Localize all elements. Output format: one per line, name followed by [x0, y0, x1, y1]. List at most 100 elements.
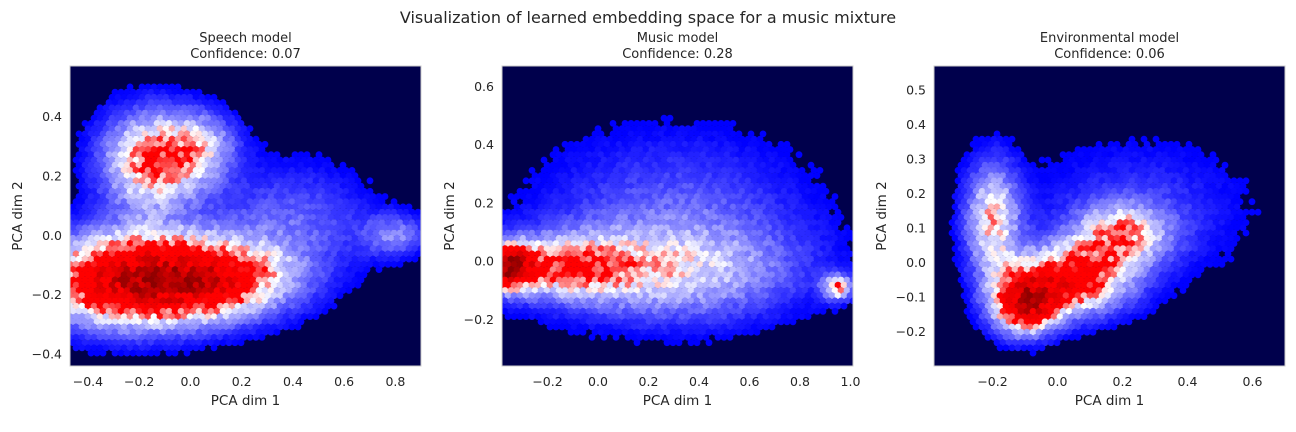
hexbin-cell — [651, 120, 659, 127]
hexbin-cell — [159, 130, 167, 138]
hexbin-cell — [336, 198, 344, 206]
hexbin-cell — [660, 187, 668, 195]
hexbin-cell — [1110, 177, 1118, 185]
hexbin-cell — [183, 349, 191, 357]
hexbin-cell — [690, 323, 698, 331]
hexbin-cell — [174, 167, 182, 174]
hexbin-cell — [81, 161, 89, 169]
hexbin-cell — [228, 208, 236, 216]
hexbin-cell — [204, 93, 212, 101]
hexbin-cell — [195, 328, 203, 336]
hexbin-cell — [1023, 224, 1031, 232]
hexbin-cell — [204, 208, 212, 216]
hexbin-cell — [612, 323, 620, 331]
hexbin-cell — [114, 93, 122, 101]
hexbin-cell — [294, 313, 302, 320]
hexbin-cell — [117, 193, 125, 200]
hexbin-cell — [1134, 156, 1142, 164]
hexbin-cell — [81, 255, 89, 263]
hexbin-cell — [213, 203, 221, 211]
hexbin-cell — [696, 146, 704, 153]
hexbin-cell — [381, 193, 389, 200]
hexbin-cell — [234, 281, 242, 289]
hexbin-cell — [687, 214, 695, 221]
hexbin-cell — [636, 219, 644, 227]
hexbin-cell — [201, 203, 209, 211]
hexbin-cell — [504, 292, 512, 300]
hexbin-cell — [642, 240, 650, 247]
hexbin-cell — [135, 151, 143, 159]
hexbin-cell — [1008, 198, 1016, 206]
hexbin-cell — [570, 302, 578, 310]
hexbin-cell — [502, 229, 506, 237]
hexbin-cell — [696, 135, 704, 143]
hexbin-cell — [1026, 177, 1034, 185]
hexbin-cell — [339, 193, 347, 200]
hexbin-cell — [1020, 198, 1028, 206]
hexbin-cell — [270, 250, 278, 258]
hexbin-cell — [381, 245, 389, 253]
hexbin-cell — [123, 307, 131, 315]
hexbin-cell — [828, 292, 836, 300]
hexbin-cell — [1104, 156, 1112, 164]
hexbin-cell — [819, 255, 827, 263]
hexbin-cell — [609, 193, 617, 200]
hexbin-cell — [303, 276, 311, 284]
hexbin-cell — [744, 281, 752, 289]
hexbin-cell — [669, 318, 677, 326]
hexbin-cell — [1080, 208, 1088, 216]
hexbin-cell — [1146, 156, 1154, 164]
hexbin-cell — [144, 83, 152, 91]
hexbin-cell — [183, 120, 191, 127]
hexbin-cell — [309, 255, 317, 263]
hexbin-cell — [618, 250, 626, 258]
hexbin-cell — [132, 135, 140, 143]
hexbin-cell — [120, 229, 128, 237]
hexbin-cell — [252, 229, 260, 237]
hexbin-cell — [123, 109, 131, 117]
hexbin-cell — [210, 261, 218, 268]
y-tick-label: 0.6 — [474, 79, 494, 94]
hexbin-cell — [843, 255, 851, 263]
hexbin-cell — [684, 177, 692, 185]
hexbin-cell — [240, 271, 248, 279]
hexbin-cell — [987, 172, 995, 180]
hexbin-cell — [252, 187, 260, 195]
hexbin-cell — [1023, 172, 1031, 180]
hexbin-cell — [96, 323, 104, 331]
hexbin-cell — [171, 224, 179, 232]
hexbin-cell — [291, 224, 299, 232]
hexbin-cell — [396, 219, 404, 227]
hexbin-cell — [639, 140, 647, 148]
hexbin-cell — [573, 214, 581, 221]
hexbin-cell — [1113, 193, 1121, 200]
hexbin-cell — [1086, 187, 1094, 195]
hexbin-cell — [144, 281, 152, 289]
hexbin-cell — [534, 219, 542, 227]
hexbin-cell — [294, 187, 302, 195]
hexbin-cell — [591, 245, 599, 253]
hexbin-cell — [240, 177, 248, 185]
hexbin-cell — [771, 307, 779, 315]
hexbin-cell — [714, 271, 722, 279]
hexbin-cell — [1047, 161, 1055, 169]
hexbin-cell — [990, 208, 998, 216]
hexbin-cell — [126, 177, 134, 185]
hexbin-cell — [969, 224, 977, 232]
hexbin-cell — [141, 328, 149, 336]
hexbin-cell — [717, 234, 725, 242]
hexbin-cell — [753, 245, 761, 253]
hexbin-cell — [324, 281, 332, 289]
hexbin-cell — [1101, 172, 1109, 180]
hexbin-cell — [543, 307, 551, 315]
hexbin-cell — [141, 224, 149, 232]
hexbin-cell — [663, 266, 671, 273]
hexbin-cell — [285, 214, 293, 221]
hexbin-cell — [156, 125, 164, 132]
hexbin-cell — [246, 156, 254, 164]
hexbin-cell — [147, 349, 155, 357]
hexbin-cell — [1011, 203, 1019, 211]
hexbin-cell — [234, 219, 242, 227]
hexbin-cell — [555, 214, 563, 221]
hexbin-cell — [741, 182, 749, 190]
